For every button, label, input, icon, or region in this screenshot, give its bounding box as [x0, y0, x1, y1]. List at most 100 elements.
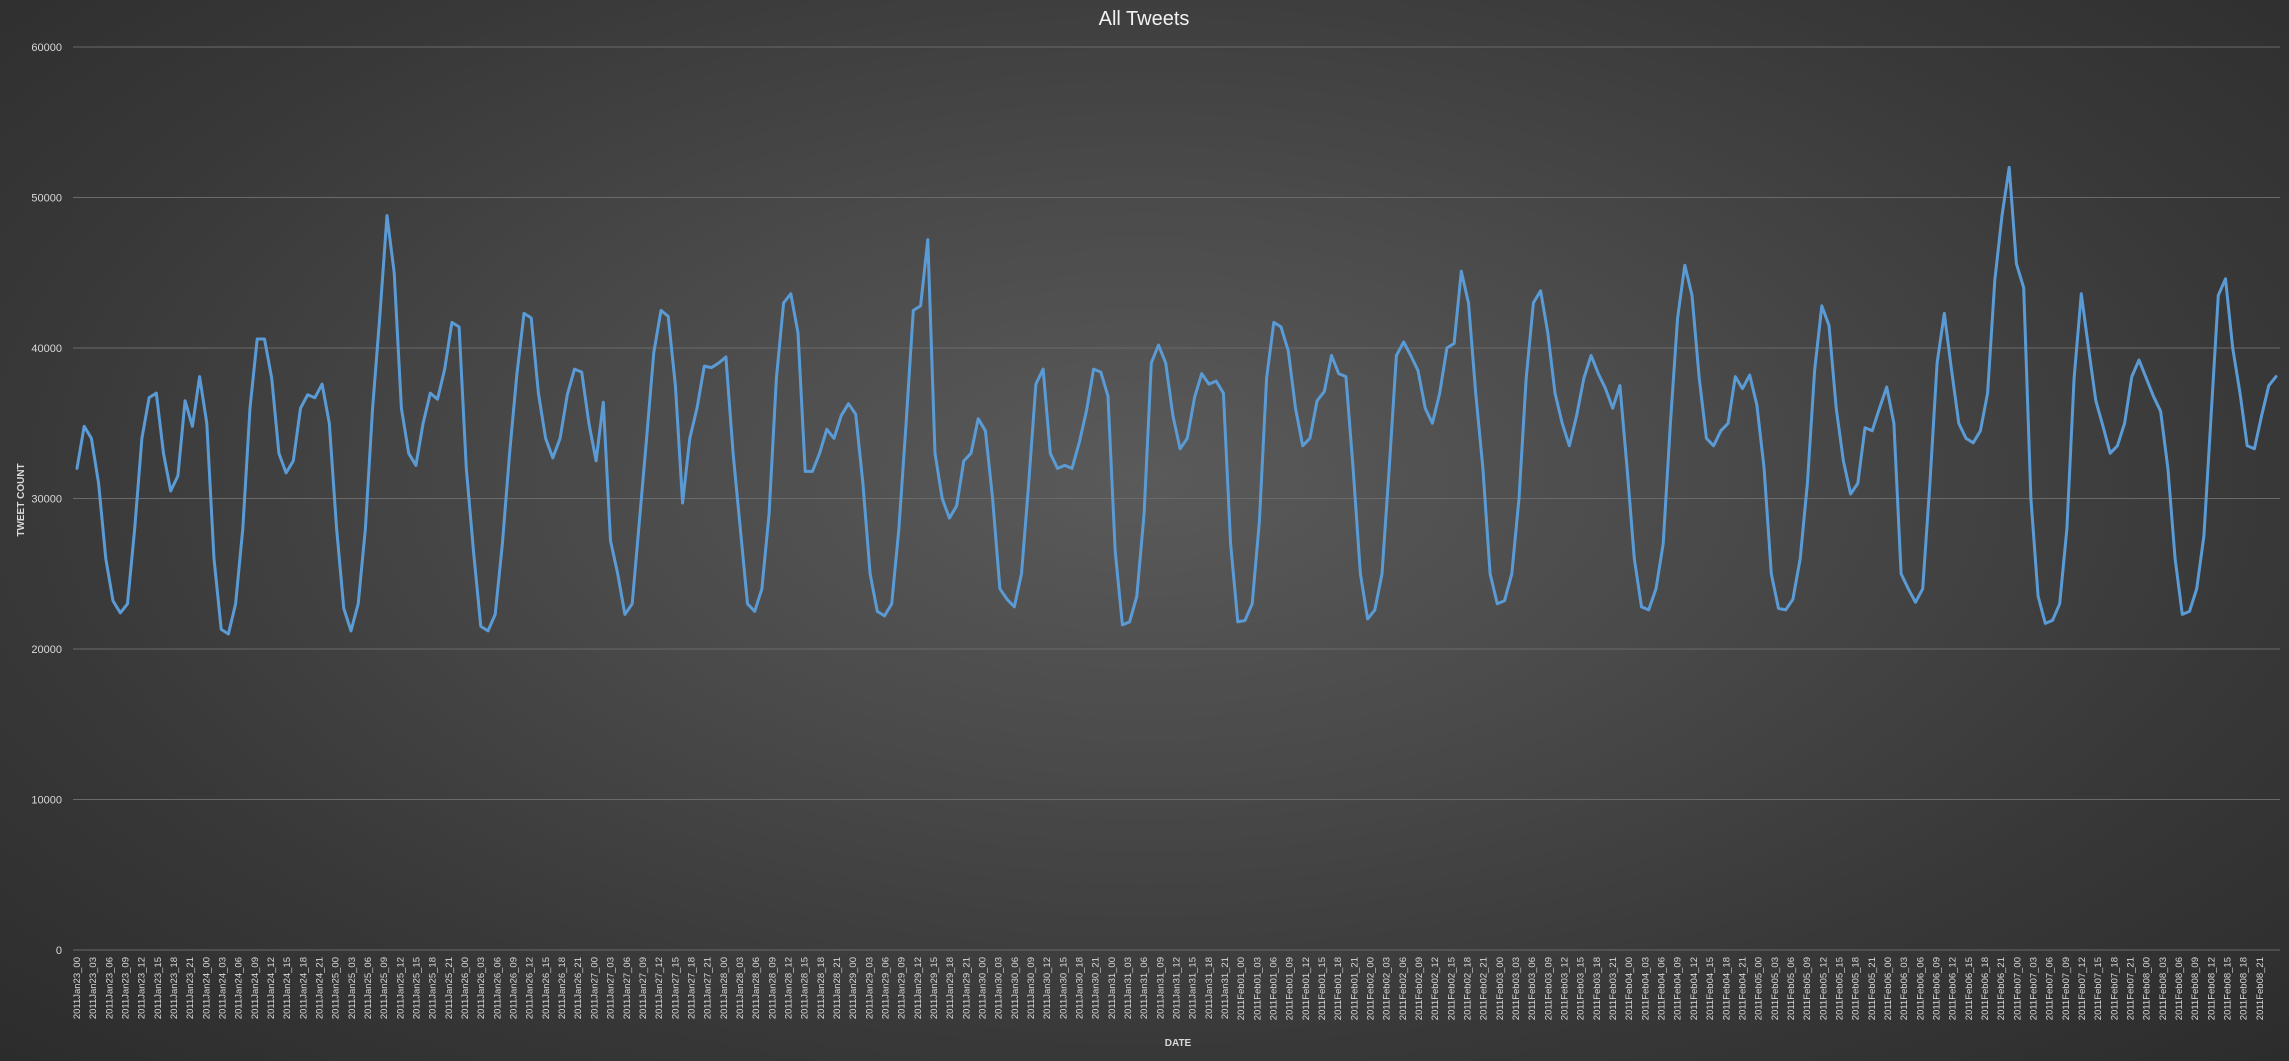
x-tick-label: 2011Feb02_00	[1366, 957, 1377, 1020]
x-tick-label: 2011Feb01_18	[1333, 957, 1344, 1020]
x-tick-label: 2011Jan31_12	[1172, 957, 1183, 1019]
y-tick-label: 20000	[31, 644, 62, 656]
x-tick-label: 2011Jan26_15	[541, 957, 552, 1019]
x-tick-label: 2011Feb05_03	[1770, 957, 1781, 1020]
x-tick-label: 2011Feb01_15	[1317, 957, 1328, 1020]
series-line	[75, 165, 2278, 636]
x-tick-label: 2011Jan28_09	[767, 957, 778, 1019]
y-tick-label: 40000	[31, 343, 62, 355]
x-tick-label: 2011Jan28_15	[800, 957, 811, 1019]
y-tick-label: 30000	[31, 494, 62, 506]
x-tick-label: 2011Feb04_21	[1737, 957, 1748, 1020]
x-tick-label: 2011Feb02_06	[1398, 957, 1409, 1020]
x-tick-label: 2011Feb02_15	[1446, 957, 1457, 1020]
x-tick-label: 2011Feb02_03	[1382, 957, 1393, 1020]
x-tick-label: 2011Feb03_15	[1576, 957, 1587, 1020]
x-tick-label: 2011Feb07_15	[2093, 957, 2104, 1020]
x-tick-label: 2011Jan30_18	[1074, 957, 1085, 1019]
x-tick-label: 2011Jan29_00	[848, 957, 859, 1019]
x-tick-label: 2011Jan29_12	[913, 957, 924, 1019]
x-tick-label: 2011Jan23_21	[185, 957, 196, 1019]
x-tick-label: 2011Jan30_06	[1010, 957, 1021, 1019]
x-tick-label: 2011Jan28_06	[751, 957, 762, 1019]
x-tick-label: 2011Jan24_00	[201, 957, 212, 1019]
x-tick-label: 2011Jan23_09	[121, 957, 132, 1019]
x-tick-label: 2011Jan29_09	[897, 957, 908, 1019]
x-tick-label: 2011Jan30_21	[1091, 957, 1102, 1019]
x-tick-label: 2011Feb04_03	[1640, 957, 1651, 1020]
y-tick-label: 60000	[31, 42, 62, 54]
x-tick-label: 2011Feb01_09	[1285, 957, 1296, 1020]
x-tick-label: 2011Jan27_09	[638, 957, 649, 1019]
x-tick-label: 2011Jan30_03	[994, 957, 1005, 1019]
x-tick-label: 2011Jan25_21	[444, 957, 455, 1019]
x-tick-label: 2011Feb04_12	[1689, 957, 1700, 1020]
x-tick-label: 2011Jan23_03	[88, 957, 99, 1019]
x-tick-label: 2011Feb04_15	[1705, 957, 1716, 1020]
x-tick-label: 2011Jan26_18	[557, 957, 568, 1019]
x-axis-label: DATE	[1165, 1038, 1192, 1049]
x-tick-label: 2011Jan30_12	[1042, 957, 1053, 1019]
x-tick-label: 2011Jan25_15	[412, 957, 423, 1019]
x-tick-label: 2011Jan26_00	[460, 957, 471, 1019]
x-tick-label: 2011Jan26_09	[509, 957, 520, 1019]
x-tick-label: 2011Feb06_18	[1980, 957, 1991, 1020]
x-tick-label: 2011Feb07_03	[2028, 957, 2039, 1020]
x-tick-label: 2011Jan26_06	[492, 957, 503, 1019]
x-tick-label: 2011Feb02_21	[1479, 957, 1490, 1020]
x-tick-label: 2011Jan29_03	[864, 957, 875, 1019]
x-tick-label: 2011Jan31_09	[1155, 957, 1166, 1019]
x-tick-label: 2011Feb01_00	[1236, 957, 1247, 1020]
x-tick-label: 2011Feb07_09	[2061, 957, 2072, 1020]
gridlines	[73, 46, 2280, 951]
x-tick-label: 2011Jan30_15	[1058, 957, 1069, 1019]
x-tick-label: 2011Jan30_09	[1026, 957, 1037, 1019]
x-tick-label: 2011Feb05_18	[1851, 957, 1862, 1020]
x-tick-label: 2011Jan23_15	[153, 957, 164, 1019]
x-tick-label: 2011Feb02_18	[1463, 957, 1474, 1020]
x-tick-label: 2011Feb02_09	[1414, 957, 1425, 1020]
x-tick-label: 2011Feb02_12	[1430, 957, 1441, 1020]
x-tick-label: 2011Jan27_00	[589, 957, 600, 1019]
x-tick-label: 2011Jan31_21	[1220, 957, 1231, 1019]
x-tick-label: 2011Jan24_21	[315, 957, 326, 1019]
x-tick-label: 2011Jan26_12	[525, 957, 536, 1019]
x-tick-label: 2011Feb05_21	[1867, 957, 1878, 1020]
x-tick-label: 2011Feb08_09	[2190, 957, 2201, 1020]
x-tick-label: 2011Feb08_06	[2174, 957, 2185, 1020]
x-tick-label: 2011Jan27_21	[703, 957, 714, 1019]
x-tick-label: 2011Jan27_03	[606, 957, 617, 1019]
x-tick-label: 2011Jan24_09	[250, 957, 261, 1019]
x-tick-label: 2011Jan31_03	[1123, 957, 1134, 1019]
x-tick-label: 2011Jan24_18	[298, 957, 309, 1019]
x-tick-label: 2011Jan27_18	[686, 957, 697, 1019]
x-tick-label: 2011Jan25_06	[363, 957, 374, 1019]
x-tick-label: 2011Jan31_15	[1188, 957, 1199, 1019]
x-tick-label: 2011Jan24_03	[218, 957, 229, 1019]
x-tick-label: 2011Feb03_06	[1527, 957, 1538, 1020]
x-tick-label: 2011Jan30_00	[977, 957, 988, 1019]
x-tick-label: 2011Jan23_12	[137, 957, 148, 1019]
y-axis-ticks: 0 10000 20000 30000 40000 50000 60000	[31, 42, 62, 957]
x-tick-label: 2011Jan29_18	[945, 957, 956, 1019]
x-tick-label: 2011Feb03_21	[1608, 957, 1619, 1020]
x-tick-label: 2011Feb03_09	[1543, 957, 1554, 1020]
x-tick-label: 2011Jan28_00	[719, 957, 730, 1019]
x-tick-label: 2011Feb06_00	[1883, 957, 1894, 1020]
x-tick-label: 2011Jan24_06	[234, 957, 245, 1019]
x-tick-label: 2011Jan29_15	[929, 957, 940, 1019]
x-tick-label: 2011Feb08_21	[2255, 957, 2266, 1020]
x-tick-label: 2011Feb03_03	[1511, 957, 1522, 1020]
x-tick-label: 2011Feb07_12	[2077, 957, 2088, 1020]
x-tick-label: 2011Jan28_21	[832, 957, 843, 1019]
x-tick-label: 2011Jan25_00	[331, 957, 342, 1019]
x-tick-label: 2011Feb06_12	[1948, 957, 1959, 1020]
x-tick-label: 2011Jan23_18	[169, 957, 180, 1019]
x-tick-label: 2011Jan31_06	[1139, 957, 1150, 1019]
x-tick-label: 2011Jan23_00	[72, 957, 83, 1019]
x-tick-label: 2011Jan24_15	[282, 957, 293, 1019]
x-tick-label: 2011Feb04_06	[1657, 957, 1668, 1020]
x-tick-label: 2011Feb07_00	[2012, 957, 2023, 1020]
y-axis-label: TWEET COUNT	[16, 463, 27, 536]
